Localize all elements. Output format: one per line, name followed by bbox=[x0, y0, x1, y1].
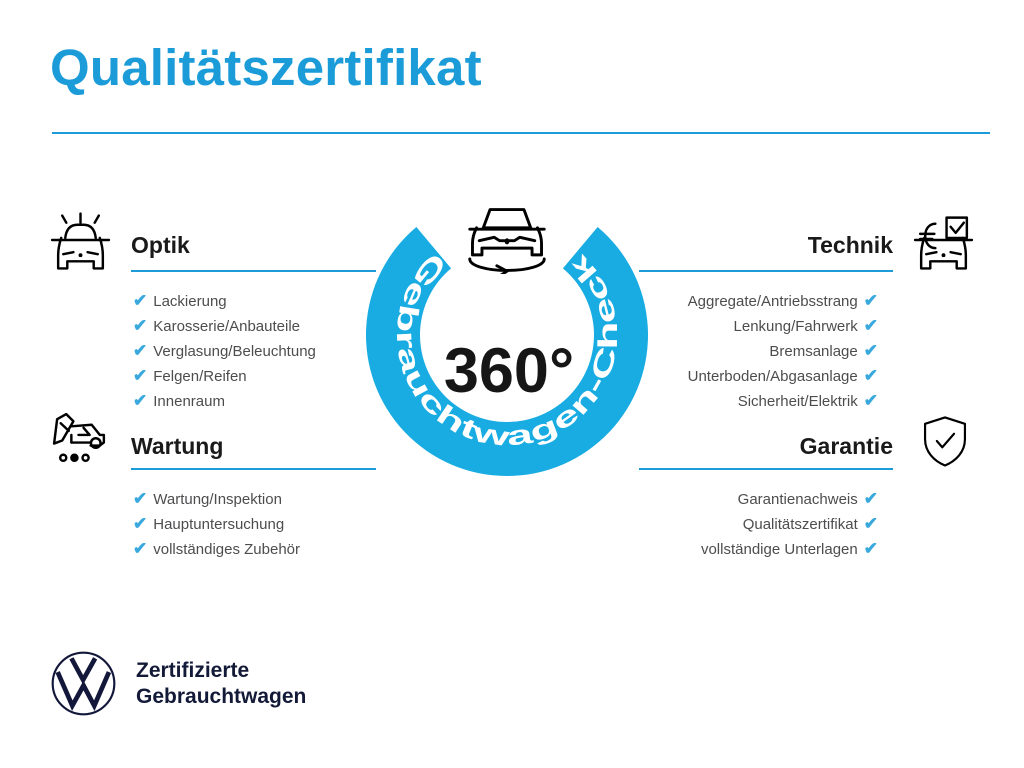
svg-text:360°: 360° bbox=[444, 336, 574, 406]
